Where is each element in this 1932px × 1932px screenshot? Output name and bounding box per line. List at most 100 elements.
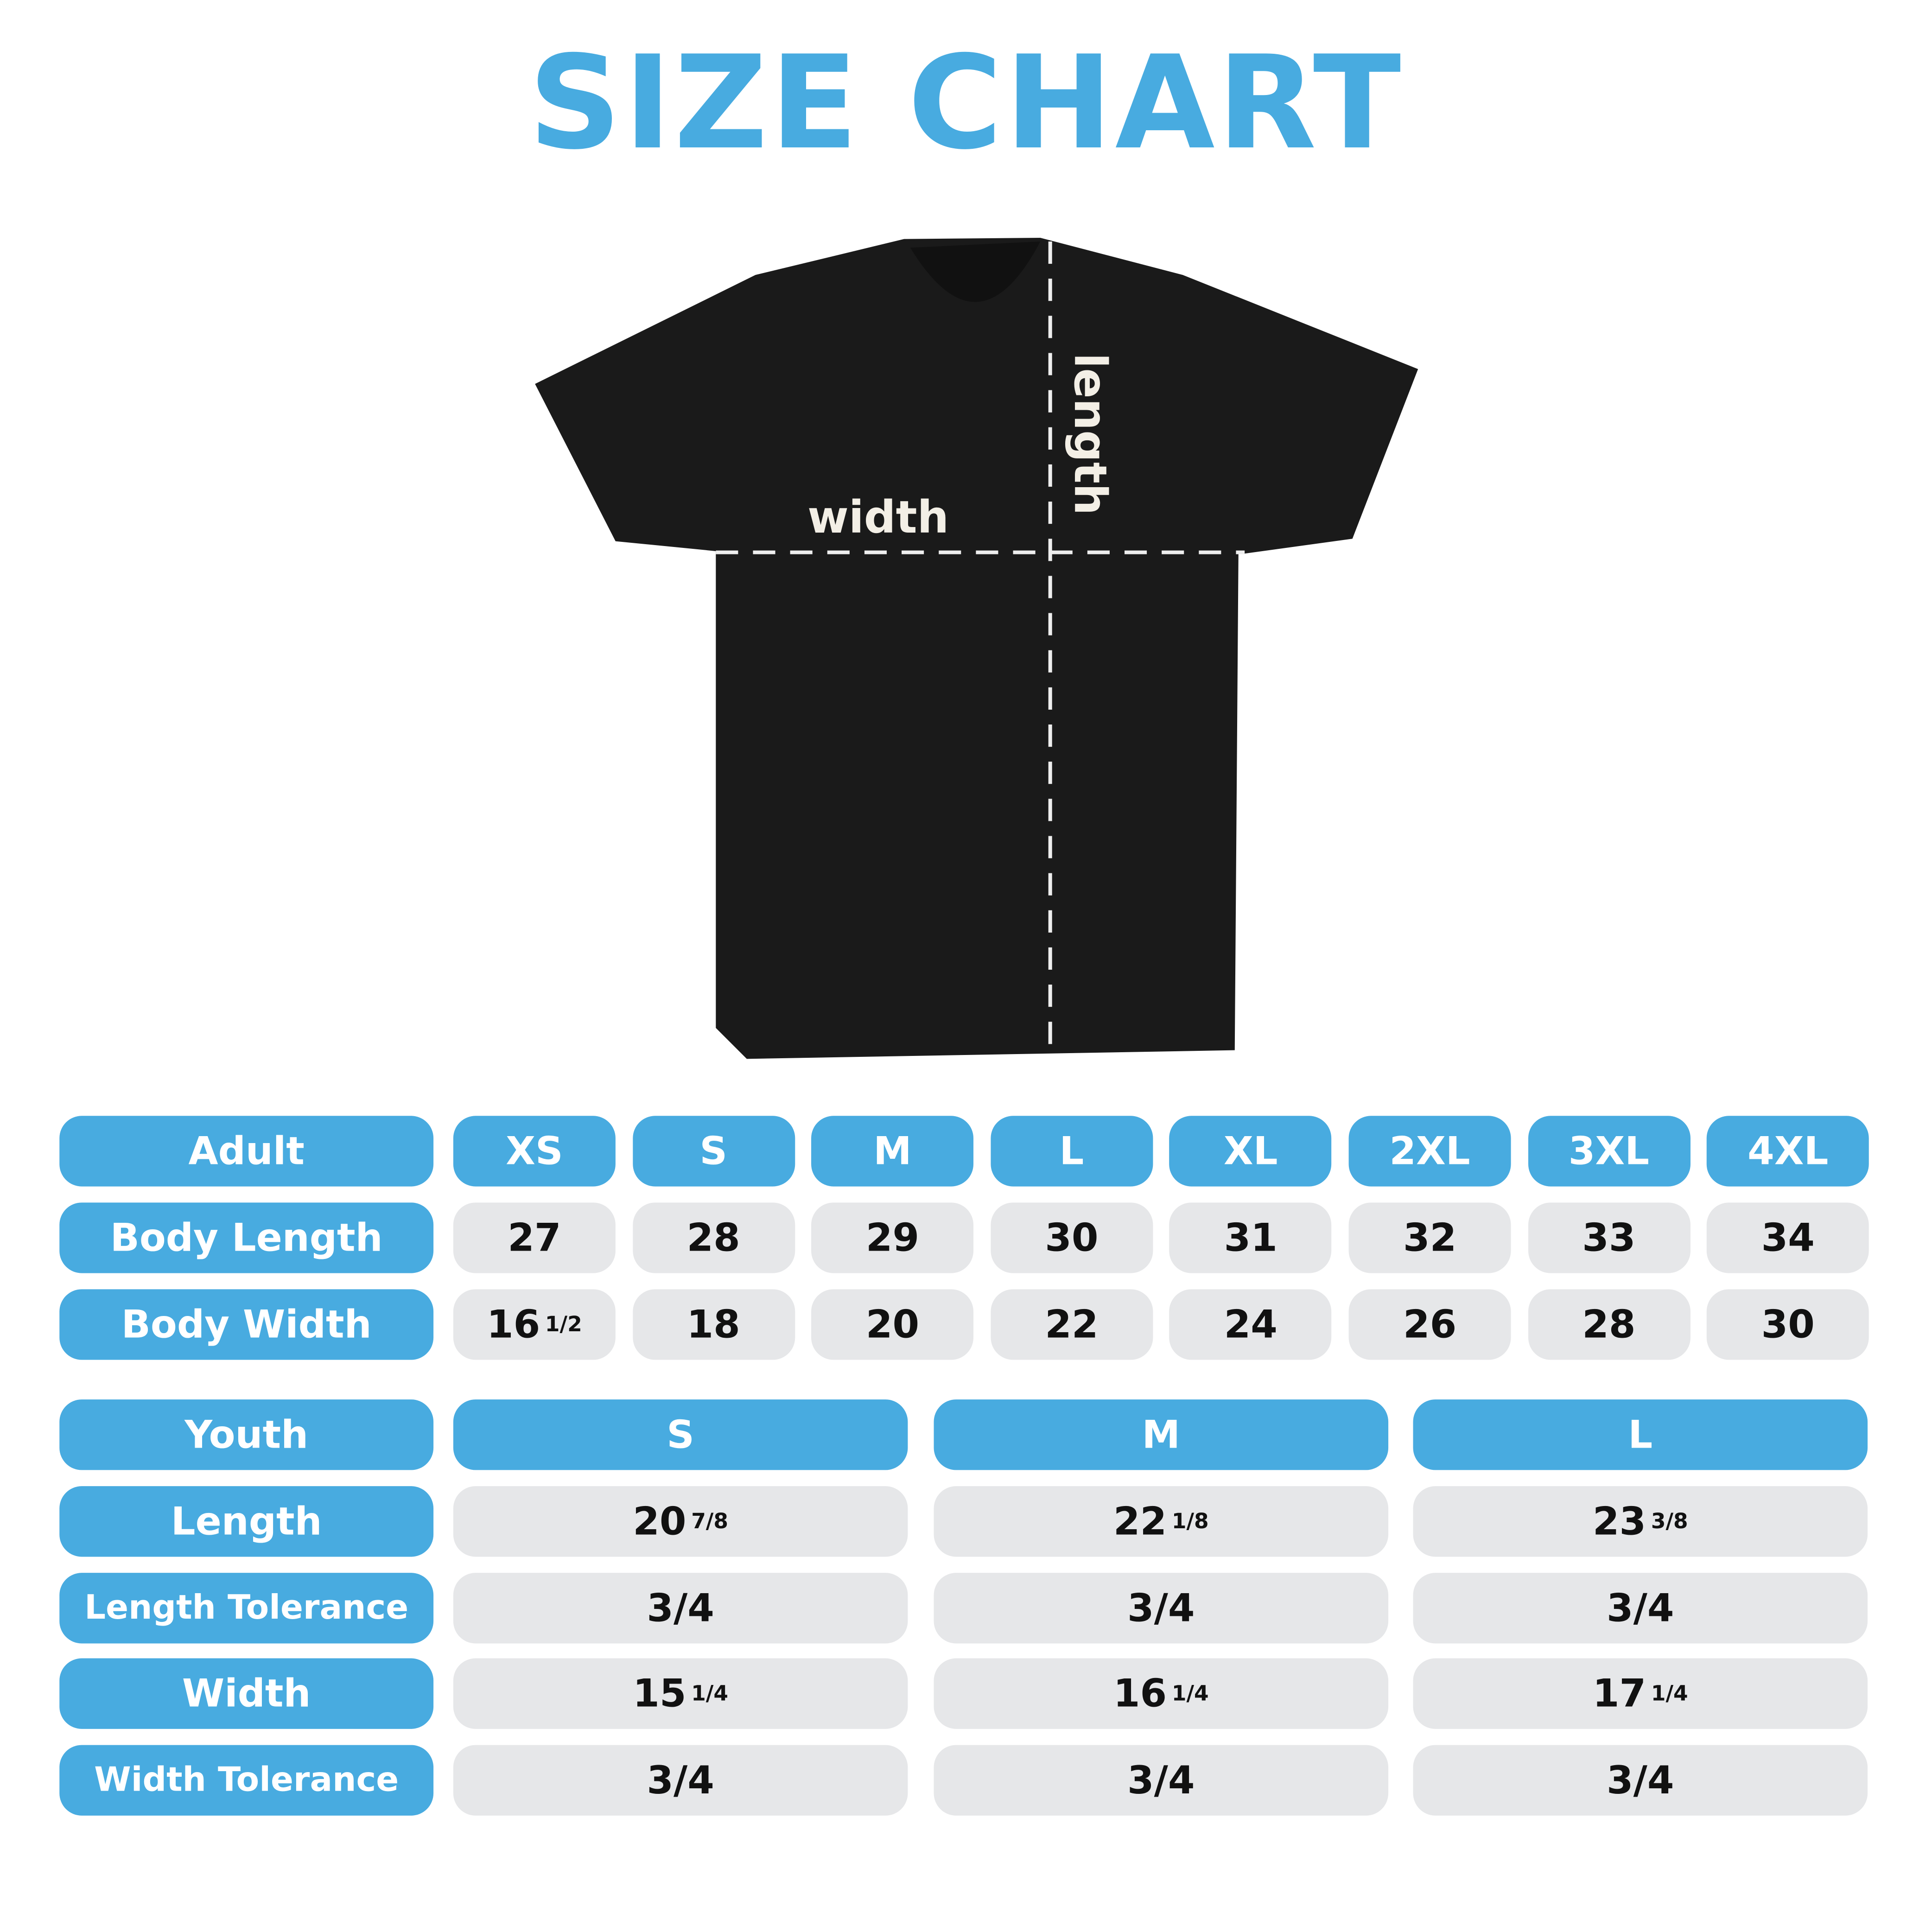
size-header-s: S <box>632 1116 795 1187</box>
youth-header: Youth <box>59 1399 434 1470</box>
cell-text: 32 <box>1403 1215 1457 1260</box>
cell-text: 24 <box>1224 1302 1277 1347</box>
youth-size-header-l: L <box>1413 1399 1868 1470</box>
cell-text: L <box>1059 1129 1084 1174</box>
cell-text: 20 <box>865 1302 920 1347</box>
tshirt-illustration <box>535 237 1418 1059</box>
table-cell: 20 <box>811 1289 974 1360</box>
cell-text: 18 <box>686 1302 740 1347</box>
cell-text: 30 <box>1045 1215 1099 1260</box>
table-cell: 17 1/4 <box>1413 1658 1868 1729</box>
cell-text: L <box>1628 1412 1653 1457</box>
cell-text: 28 <box>1582 1302 1636 1347</box>
table-cell: 32 <box>1348 1202 1511 1273</box>
cell-text: M <box>1142 1412 1181 1457</box>
size-header-3xl: 3XL <box>1527 1116 1690 1187</box>
cell-text: Youth <box>184 1412 309 1457</box>
table-cell: 23 3/8 <box>1413 1486 1868 1557</box>
cell-text: 33 <box>1582 1215 1636 1260</box>
table-cell: 22 <box>990 1289 1153 1360</box>
table-cell: 16 1/2 <box>453 1289 616 1360</box>
length-label: length <box>1064 353 1116 515</box>
cell-text: 28 <box>686 1215 740 1260</box>
fraction-text: 1/4 <box>691 1681 729 1706</box>
cell-text: 26 <box>1403 1302 1457 1347</box>
table-cell: 30 <box>990 1202 1153 1273</box>
fraction-text: 1/8 <box>1171 1509 1209 1534</box>
cell-text: 3XL <box>1568 1129 1650 1174</box>
cell-text: 29 <box>865 1215 920 1260</box>
fraction-text: 1/4 <box>1171 1681 1209 1706</box>
table-cell: 30 <box>1707 1289 1869 1360</box>
table-cell: 3/4 <box>453 1573 908 1644</box>
youth-size-header-m: M <box>934 1399 1389 1470</box>
cell-text: 31 <box>1224 1215 1277 1260</box>
cell-text: Body Length <box>110 1215 383 1260</box>
width-label: width <box>807 491 949 543</box>
cell-text: 30 <box>1761 1302 1815 1347</box>
size-header-m: M <box>811 1116 974 1187</box>
row-label: Width <box>59 1658 434 1729</box>
row-label: Length <box>59 1486 434 1557</box>
table-cell: 28 <box>1527 1289 1690 1360</box>
cell-text: 3/4 <box>1127 1758 1195 1803</box>
cell-text: 34 <box>1761 1215 1815 1260</box>
table-cell: 3/4 <box>1413 1573 1868 1644</box>
cell-text: 2XL <box>1389 1129 1470 1174</box>
cell-text: 3/4 <box>647 1586 714 1631</box>
cell-text: Width <box>182 1671 311 1716</box>
cell-text: 4XL <box>1748 1129 1829 1174</box>
cell-text: S <box>667 1412 694 1457</box>
table-cell: 15 1/4 <box>453 1658 908 1729</box>
cell-text: XS <box>506 1129 563 1174</box>
table-cell: 29 <box>811 1202 974 1273</box>
table-cell: 27 <box>453 1202 616 1273</box>
youth-size-header-s: S <box>453 1399 908 1470</box>
table-cell: 16 1/4 <box>934 1658 1389 1729</box>
fraction-text: 1/2 <box>545 1312 582 1337</box>
table-cell: 3/4 <box>1413 1745 1868 1816</box>
size-header-4xl: 4XL <box>1707 1116 1869 1187</box>
cell-text: S <box>699 1129 728 1174</box>
cell-text: Length Tolerance <box>84 1589 409 1627</box>
table-cell: 33 <box>1527 1202 1690 1273</box>
row-label: Width Tolerance <box>59 1745 434 1816</box>
table-cell: 28 <box>632 1202 795 1273</box>
cell-text: 16 <box>1113 1671 1167 1716</box>
size-header-l: L <box>990 1116 1153 1187</box>
cell-text: XL <box>1223 1129 1278 1174</box>
adult-header: Adult <box>59 1116 434 1187</box>
cell-text: 17 <box>1592 1671 1646 1716</box>
fraction-text: 7/8 <box>691 1509 729 1534</box>
cell-text: 23 <box>1592 1499 1646 1544</box>
size-header-2xl: 2XL <box>1348 1116 1511 1187</box>
cell-text: 22 <box>1045 1302 1099 1347</box>
table-cell: 24 <box>1169 1289 1332 1360</box>
cell-text: Adult <box>188 1129 305 1174</box>
cell-text: 3/4 <box>647 1758 714 1803</box>
page-title: SIZE CHART <box>528 27 1404 178</box>
fraction-text: 3/8 <box>1651 1509 1688 1534</box>
cell-text: 16 <box>486 1302 540 1347</box>
table-cell: 20 7/8 <box>453 1486 908 1557</box>
table-cell: 18 <box>632 1289 795 1360</box>
tshirt-diagram: width length <box>535 237 1418 1059</box>
cell-text: Width Tolerance <box>94 1761 399 1800</box>
cell-text: 3/4 <box>1607 1758 1674 1803</box>
cell-text: Length <box>171 1499 322 1544</box>
cell-text: 20 <box>633 1499 686 1544</box>
cell-text: Body Width <box>121 1302 372 1347</box>
table-cell: 3/4 <box>453 1745 908 1816</box>
row-label: Body Width <box>59 1289 434 1360</box>
fraction-text: 1/4 <box>1651 1681 1688 1706</box>
table-cell: 22 1/8 <box>934 1486 1389 1557</box>
table-cell: 31 <box>1169 1202 1332 1273</box>
row-label: Body Length <box>59 1202 434 1273</box>
cell-text: 27 <box>508 1215 561 1260</box>
cell-text: 3/4 <box>1127 1586 1195 1631</box>
table-cell: 3/4 <box>934 1745 1389 1816</box>
table-cell: 3/4 <box>934 1573 1389 1644</box>
row-label: Length Tolerance <box>59 1573 434 1644</box>
cell-text: M <box>873 1129 912 1174</box>
